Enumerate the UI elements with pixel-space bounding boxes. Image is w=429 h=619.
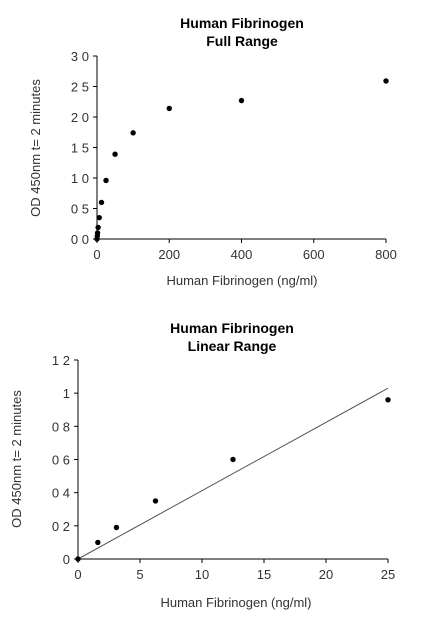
points xyxy=(94,78,389,242)
data-point xyxy=(95,224,101,231)
y-tick-label: 2 5 xyxy=(71,80,89,95)
data-point xyxy=(130,130,136,136)
y-tick-label: 0 4 xyxy=(52,486,70,501)
data-point xyxy=(112,151,118,157)
x-tick-label: 20 xyxy=(319,567,333,582)
x-ticks: 0 200 400 600 800 xyxy=(93,239,397,262)
x-tick-label: 15 xyxy=(257,567,271,582)
data-point xyxy=(238,97,245,104)
data-point xyxy=(166,105,172,112)
data-point xyxy=(383,78,389,84)
data-point xyxy=(95,539,101,546)
data-point xyxy=(230,456,236,463)
y-tick-label: 2 0 xyxy=(71,110,89,125)
y-tick-label: 0 xyxy=(63,552,70,567)
y-tick-label: 1 0 xyxy=(71,171,89,186)
data-point xyxy=(75,556,81,562)
data-point xyxy=(385,397,391,403)
data-point xyxy=(94,230,101,236)
x-tick-label: 0 xyxy=(93,247,100,262)
y-tick-label: 1 5 xyxy=(71,141,89,156)
data-point xyxy=(152,498,159,504)
y-ticks: 0 0 0 5 1 0 1 5 2 0 2 5 3 0 xyxy=(71,49,97,247)
y-tick-label: 3 0 xyxy=(71,49,89,64)
y-axis-label: OD 450nm t= 2 minutes xyxy=(28,79,43,217)
trendline-group xyxy=(77,387,389,560)
x-tick-label: 600 xyxy=(303,247,325,262)
x-axis-label: Human Fibrinogen (ng/ml) xyxy=(166,273,317,288)
chart-title-line-1: Human Fibrinogen xyxy=(180,15,304,31)
x-tick-label: 800 xyxy=(375,247,397,262)
y-tick-label: 1 2 xyxy=(52,353,70,368)
x-tick-label: 10 xyxy=(195,567,209,582)
x-axis-label: Human Fibrinogen (ng/ml) xyxy=(160,595,311,610)
y-ticks: 0 0 2 0 4 0 6 0 8 1 1 2 xyxy=(52,353,78,567)
y-tick-label: 0 0 xyxy=(71,232,89,247)
points xyxy=(75,397,391,562)
linear-range-chart: Human Fibrinogen Linear Range OD 450nm t… xyxy=(9,320,395,610)
x-tick-label: 5 xyxy=(136,567,143,582)
x-tick-label: 0 xyxy=(74,567,81,582)
x-tick-label: 200 xyxy=(158,247,180,262)
chart-title-line-2: Full Range xyxy=(206,33,278,49)
trendline xyxy=(77,387,389,560)
y-tick-label: 0 8 xyxy=(52,419,70,434)
x-tick-label: 25 xyxy=(381,567,395,582)
data-point xyxy=(103,177,109,184)
chart-title-line-1: Human Fibrinogen xyxy=(170,320,294,336)
y-tick-label: 0 6 xyxy=(52,453,70,468)
chart-title-line-2: Linear Range xyxy=(188,338,277,354)
data-point xyxy=(96,214,102,221)
x-tick-label: 400 xyxy=(231,247,253,262)
x-ticks: 0 5 10 15 20 25 xyxy=(74,559,395,582)
data-point xyxy=(98,199,105,206)
y-tick-label: 0 2 xyxy=(52,519,70,534)
full-range-chart: Human Fibrinogen Full Range OD 450nm t= … xyxy=(28,15,397,288)
data-point xyxy=(113,524,120,531)
y-axis-label: OD 450nm t= 2 minutes xyxy=(9,390,24,528)
y-tick-label: 0 5 xyxy=(71,202,89,217)
y-tick-label: 1 xyxy=(63,386,70,401)
